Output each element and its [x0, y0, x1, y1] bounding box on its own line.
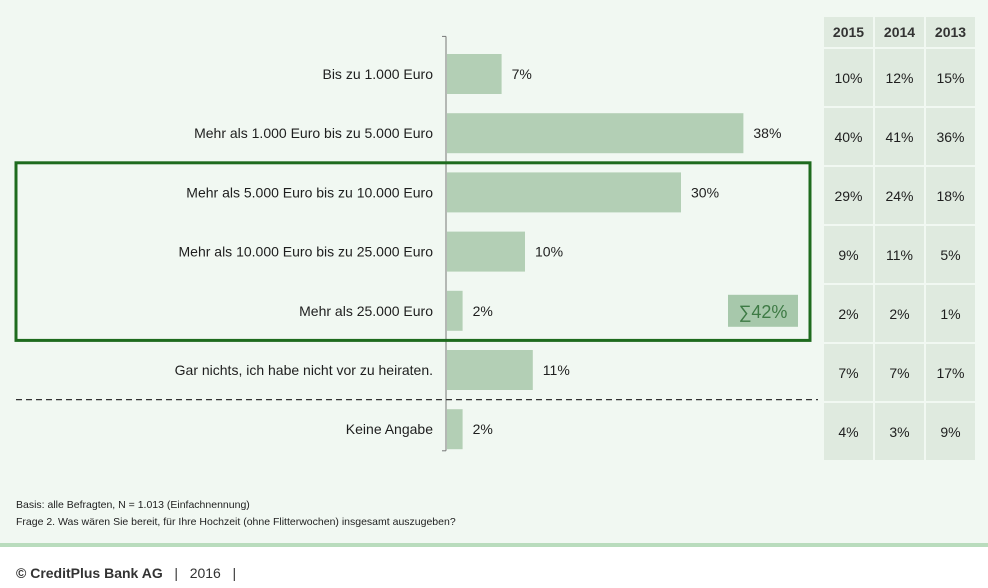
- footer-divider: [0, 543, 988, 547]
- sum-label: ∑42%: [739, 302, 788, 322]
- bar-value-label: 7%: [512, 66, 532, 82]
- category-label: Keine Angabe: [346, 421, 433, 437]
- table-header-2014: 2014: [875, 17, 924, 47]
- category-label: Gar nichts, ich habe nicht vor zu heirat…: [175, 362, 433, 378]
- bar: [447, 113, 744, 154]
- bar-value-label: 38%: [753, 125, 781, 141]
- table-cell: 1%: [926, 285, 975, 342]
- table-cell: 18%: [926, 167, 975, 224]
- table-cell: 17%: [926, 344, 975, 401]
- bar: [447, 350, 533, 390]
- table-cell: 2%: [824, 285, 873, 342]
- table-cell: 2%: [875, 285, 924, 342]
- table-row: 40% 41% 36%: [824, 108, 975, 165]
- footer-year: 2016: [189, 565, 221, 581]
- table-cell: 12%: [875, 49, 924, 106]
- year-comparison-table: 2015 2014 2013 10% 12% 15% 40% 41% 36% 2…: [822, 15, 977, 462]
- bar: [447, 172, 681, 213]
- table-cell: 10%: [824, 49, 873, 106]
- table-row: 4% 3% 9%: [824, 403, 975, 460]
- table-header-row: 2015 2014 2013: [824, 17, 975, 47]
- footer-separator: |: [174, 565, 179, 581]
- footer-separator: |: [232, 565, 237, 581]
- category-label: Bis zu 1.000 Euro: [322, 66, 433, 82]
- bar-value-label: 2%: [473, 421, 493, 437]
- table-row: 2% 2% 1%: [824, 285, 975, 342]
- table-row: 9% 11% 5%: [824, 226, 975, 283]
- table-cell: 41%: [875, 108, 924, 165]
- sum-badge: [728, 294, 798, 327]
- table-cell: 29%: [824, 167, 873, 224]
- table-row: 7% 7% 17%: [824, 344, 975, 401]
- table-header-2013: 2013: [926, 17, 975, 47]
- table-cell: 40%: [824, 108, 873, 165]
- category-label: Mehr als 10.000 Euro bis zu 25.000 Euro: [179, 244, 434, 260]
- bar: [447, 290, 463, 331]
- category-label: Mehr als 1.000 Euro bis zu 5.000 Euro: [194, 125, 433, 141]
- table-row: 29% 24% 18%: [824, 167, 975, 224]
- footnote-basis: Basis: alle Befragten, N = 1.013 (Einfac…: [16, 499, 250, 511]
- table-cell: 3%: [875, 403, 924, 460]
- table-cell: 5%: [926, 226, 975, 283]
- table-cell: 15%: [926, 49, 975, 106]
- table-cell: 11%: [875, 226, 924, 283]
- bar: [447, 231, 525, 272]
- category-label: Mehr als 5.000 Euro bis zu 10.000 Euro: [186, 184, 433, 200]
- table-cell: 7%: [824, 344, 873, 401]
- table-cell: 9%: [926, 403, 975, 460]
- table-header-2015: 2015: [824, 17, 873, 47]
- footnote-question: Frage 2. Was wären Sie bereit, für Ihre …: [16, 516, 456, 528]
- table-row: 10% 12% 15%: [824, 49, 975, 106]
- footer-company: © CreditPlus Bank AG: [16, 565, 163, 581]
- table-cell: 4%: [824, 403, 873, 460]
- bar-value-label: 11%: [543, 362, 570, 378]
- footer: © CreditPlus Bank AG | 2016 |: [16, 565, 236, 581]
- table-cell: 36%: [926, 108, 975, 165]
- table-cell: 24%: [875, 167, 924, 224]
- bar-value-label: 30%: [691, 184, 719, 200]
- category-label: Mehr als 25.000 Euro: [299, 303, 433, 319]
- bar-value-label: 10%: [535, 244, 563, 260]
- bar: [447, 54, 502, 94]
- table-cell: 9%: [824, 226, 873, 283]
- bar: [447, 409, 463, 450]
- highlight-box: [14, 161, 812, 342]
- bar-value-label: 2%: [473, 303, 493, 319]
- footer-background: [0, 547, 988, 588]
- table-cell: 7%: [875, 344, 924, 401]
